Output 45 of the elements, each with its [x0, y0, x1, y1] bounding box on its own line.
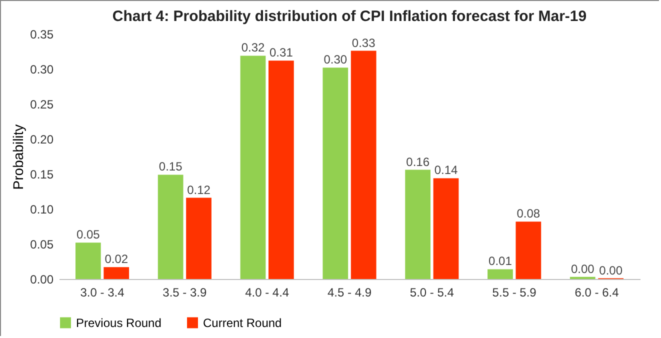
y-tick-label: 0.15: [30, 168, 54, 182]
y-tick-label: 0.20: [30, 132, 54, 146]
data-label: 0.00: [599, 263, 623, 278]
data-label: 0.00: [570, 262, 595, 276]
chart-title: Chart 4: Probability distribution of CPI Inflation forecast for Mar-19: [112, 8, 587, 25]
bar: [516, 222, 542, 279]
y-tick-label: 0.30: [30, 62, 54, 76]
y-tick-label: 0.25: [30, 98, 54, 112]
data-label: 0.02: [104, 252, 128, 266]
y-axis-title: Probability: [10, 124, 26, 190]
data-label: 0.12: [187, 182, 211, 197]
data-label: 0.15: [158, 160, 183, 174]
x-tick-label: 5.5 - 5.9: [492, 286, 537, 300]
bar: [186, 198, 212, 279]
data-label: 0.08: [516, 206, 540, 221]
y-tick-label: 0.35: [30, 28, 54, 42]
data-label: 0.31: [270, 46, 294, 60]
x-tick-label: 5.0 - 5.4: [410, 286, 454, 300]
x-tick-label: 3.5 - 3.9: [162, 286, 208, 300]
bar: [350, 50, 376, 279]
x-tick-label: 6.0 - 6.4: [574, 286, 620, 300]
bar: [433, 178, 459, 279]
bar: [75, 242, 101, 279]
data-label: 0.14: [434, 163, 458, 178]
bar: [322, 68, 348, 279]
data-label: 0.33: [352, 36, 376, 50]
x-tick-label: 3.0 - 3.4: [80, 286, 125, 300]
legend-label: Current Round: [203, 316, 282, 330]
bar: [405, 170, 430, 279]
y-tick-label: 0.05: [30, 238, 54, 252]
legend-label: Previous Round: [76, 316, 162, 330]
data-label: 0.01: [488, 254, 512, 268]
data-label: 0.16: [406, 154, 430, 169]
data-label: 0.32: [241, 40, 265, 55]
y-tick-label: 0.00: [30, 272, 54, 286]
bar: [240, 56, 266, 279]
bar: [268, 60, 294, 279]
y-tick-label: 0.10: [30, 202, 54, 216]
bar: [488, 269, 513, 279]
data-label: 0.05: [76, 228, 100, 242]
x-tick-label: 4.5 - 4.9: [327, 286, 372, 300]
bar: [158, 174, 184, 279]
x-tick-label: 4.0 - 4.4: [245, 286, 290, 300]
data-label: 0.30: [324, 52, 348, 67]
bar: [104, 267, 130, 279]
